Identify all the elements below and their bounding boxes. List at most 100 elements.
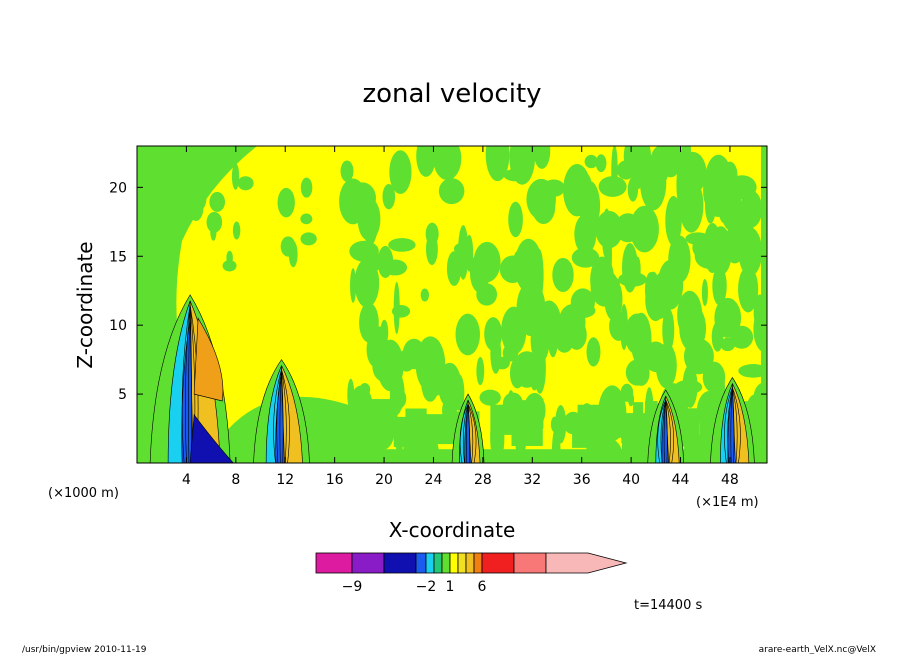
green-patch <box>563 163 592 217</box>
contour-line <box>467 403 477 463</box>
green-patch <box>622 243 638 293</box>
green-patch <box>714 270 724 302</box>
contour-line <box>181 304 191 463</box>
y-tick-label: 20 <box>109 180 127 196</box>
green-patch <box>424 414 456 445</box>
green-patch <box>526 178 556 220</box>
green-patch <box>383 259 408 276</box>
contour-line <box>732 387 741 463</box>
contour-line <box>281 369 287 463</box>
green-patch <box>349 240 379 262</box>
colorbar-segment <box>433 552 443 574</box>
x-tick-label: 48 <box>721 472 739 488</box>
colorbar-segment <box>473 552 483 574</box>
green-patch <box>465 234 474 272</box>
x-tick-label: 12 <box>276 472 294 488</box>
green-patch <box>364 399 398 430</box>
green-patch <box>627 177 639 202</box>
green-patch <box>362 202 378 246</box>
green-patch <box>402 338 426 370</box>
green-patch <box>709 226 732 276</box>
green-patch <box>717 181 732 224</box>
footer-left: /usr/bin/gpview 2010-11-19 <box>22 645 147 654</box>
green-patch <box>548 323 558 358</box>
green-patch <box>633 360 650 386</box>
contour-line <box>665 399 671 463</box>
green-patch <box>586 337 601 367</box>
green-patch <box>552 257 574 293</box>
green-patch <box>180 168 191 189</box>
colorbar-segment <box>315 552 353 574</box>
green-patch <box>209 191 226 212</box>
green-patch <box>727 175 757 200</box>
green-patch <box>499 255 526 284</box>
green-patch <box>705 186 716 224</box>
green-patch <box>300 232 317 246</box>
green-patch <box>421 370 439 402</box>
green-patch <box>550 416 559 433</box>
colorbar-segment <box>481 552 515 574</box>
green-patch <box>627 392 635 407</box>
x-tick-label: 8 <box>231 472 240 488</box>
green-patch <box>701 278 708 307</box>
green-patch <box>679 177 704 233</box>
colorbar-tick-label: 1 <box>446 579 455 595</box>
colorbar-tick-label: −2 <box>416 579 437 595</box>
green-patch <box>380 319 389 346</box>
green-patch <box>366 331 384 367</box>
contour-line <box>665 399 675 463</box>
green-patch <box>195 186 207 210</box>
green-patch <box>166 207 174 236</box>
green-patch <box>595 154 607 173</box>
green-patch <box>638 348 666 362</box>
y-axis-label: Z-coordinate <box>73 241 97 368</box>
green-patch <box>578 410 612 441</box>
green-patch <box>300 177 313 198</box>
green-patch <box>206 211 223 233</box>
green-patch <box>738 266 759 313</box>
green-patch <box>300 213 313 225</box>
green-patch <box>614 213 641 243</box>
contour-line <box>276 369 282 463</box>
contour-line <box>467 404 474 463</box>
green-patch <box>685 232 711 245</box>
green-patch <box>683 338 714 375</box>
green-patch <box>438 362 462 408</box>
footer-right: arare-earth_VelX.nc@VelX <box>759 645 876 654</box>
green-patch <box>288 241 298 268</box>
green-patch <box>749 416 766 447</box>
green-patch <box>391 305 411 318</box>
contour-line <box>727 387 733 463</box>
time-label: t=14400 s <box>634 598 702 613</box>
green-patch <box>433 146 462 181</box>
contour-line <box>273 369 282 463</box>
colorbar-segment <box>449 552 459 574</box>
green-patch <box>509 146 536 185</box>
green-patch <box>446 251 462 286</box>
green-patch <box>662 307 675 352</box>
colorbar-segment <box>465 552 475 574</box>
green-patch <box>657 259 684 310</box>
green-patch <box>494 356 510 370</box>
y-tick-label: 15 <box>109 249 127 265</box>
colorbar-segment <box>457 552 467 574</box>
green-patch <box>598 176 627 197</box>
contour-line <box>459 403 469 463</box>
contour-line <box>732 387 738 463</box>
x-unit-right: (×1E4 m) <box>696 495 759 510</box>
contour-line <box>462 404 469 463</box>
contour-line <box>281 369 290 463</box>
colorbar-segment <box>513 552 547 574</box>
green-patch <box>226 250 233 265</box>
colorbar-segment <box>351 552 385 574</box>
contour-line <box>730 387 733 463</box>
x-tick-label: 4 <box>182 472 191 488</box>
green-patch <box>605 228 612 282</box>
contour-line <box>657 399 666 463</box>
x-tick-label: 32 <box>523 472 541 488</box>
green-patch <box>730 325 754 349</box>
green-patch <box>354 258 380 308</box>
green-patch <box>231 163 240 190</box>
green-patch <box>438 178 465 205</box>
green-patch <box>473 241 501 283</box>
